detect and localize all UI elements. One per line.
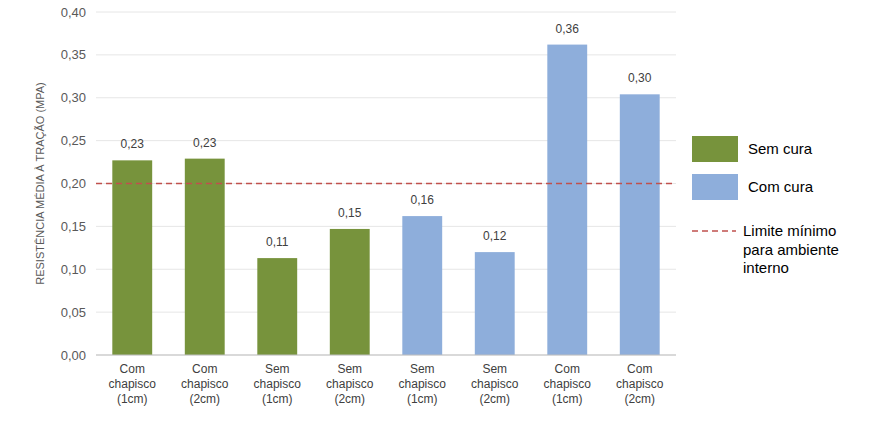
grid-line xyxy=(96,226,676,227)
legend-swatch xyxy=(692,230,736,232)
y-tick-label: 0,25 xyxy=(61,133,86,148)
y-tick-label: 0,40 xyxy=(61,5,86,20)
x-tick-line: Com xyxy=(627,362,652,376)
x-tick-line: chapisco xyxy=(254,377,302,391)
x-tick-line: (2cm) xyxy=(189,392,220,406)
y-tick-label: 0,05 xyxy=(61,305,86,320)
bar xyxy=(112,160,152,355)
data-label: 0,23 xyxy=(121,137,145,151)
x-tick-line: chapisco xyxy=(326,377,374,391)
bar xyxy=(475,252,515,355)
x-tick-line: (1cm) xyxy=(407,392,438,406)
y-axis-label: RESISTÊNCIA MÉDIA À TRAÇÃO (MPA) xyxy=(34,82,46,285)
x-tick-line: chapisco xyxy=(181,377,229,391)
x-tick-line: Sem xyxy=(337,362,362,376)
x-tick-line: (2cm) xyxy=(624,392,655,406)
legend-swatch xyxy=(692,136,738,162)
bars xyxy=(112,45,659,355)
reference-line xyxy=(96,183,676,185)
bar xyxy=(547,45,587,355)
grid-line xyxy=(96,269,676,270)
grid-line xyxy=(96,312,676,313)
bar xyxy=(402,216,442,355)
x-tick-label: Semchapisco(1cm) xyxy=(254,362,302,406)
bar xyxy=(185,159,225,355)
y-tick-label: 0,35 xyxy=(61,47,86,62)
legend-swatch xyxy=(692,174,738,200)
grid-line xyxy=(96,54,676,55)
data-label: 0,36 xyxy=(556,22,580,36)
y-tick-label: 0,10 xyxy=(61,262,86,277)
x-tick-label: Semchapisco(2cm) xyxy=(471,362,519,406)
legend-label: Limite mínimo para ambienteinterno xyxy=(743,222,839,276)
x-tick-label: Semchapisco(1cm) xyxy=(399,362,447,406)
x-tick-line: Com xyxy=(555,362,580,376)
y-tick-label: 0,15 xyxy=(61,219,86,234)
grid-line xyxy=(96,97,676,98)
x-tick-line: (1cm) xyxy=(262,392,293,406)
x-tick-line: chapisco xyxy=(109,377,157,391)
y-tick-label: 0,00 xyxy=(61,348,86,363)
bar xyxy=(257,258,297,355)
data-label: 0,15 xyxy=(338,206,362,220)
x-tick-label: Comchapisco(2cm) xyxy=(616,362,664,406)
x-tick-line: Com xyxy=(120,362,145,376)
x-tick-label: Comchapisco(2cm) xyxy=(181,362,229,406)
legend-label-line: para ambiente xyxy=(743,241,839,258)
x-tick-line: Sem xyxy=(482,362,507,376)
x-tick-line: Sem xyxy=(410,362,435,376)
data-label: 0,30 xyxy=(628,71,652,85)
y-tick-label: 0,20 xyxy=(61,176,86,191)
y-tick-label: 0,30 xyxy=(61,90,86,105)
data-label: 0,16 xyxy=(411,193,435,207)
data-label: 0,12 xyxy=(483,229,507,243)
grid-line xyxy=(96,355,676,356)
legend-label: Com cura xyxy=(748,178,814,195)
x-tick-line: chapisco xyxy=(399,377,447,391)
bar xyxy=(620,94,660,355)
data-label: 0,23 xyxy=(193,136,217,150)
x-axis xyxy=(96,355,676,356)
legend-label-line: interno xyxy=(743,259,789,276)
x-tick-line: chapisco xyxy=(616,377,664,391)
x-tick-line: chapisco xyxy=(544,377,592,391)
x-tick-line: Com xyxy=(192,362,217,376)
x-tick-line: chapisco xyxy=(471,377,519,391)
chart: 0,00 0,05 0,10 0,15 0,20 0,25 0,30 0,35 0,40 RESI… xyxy=(0,0,879,422)
x-tick-line: Sem xyxy=(265,362,290,376)
legend-label: Sem cura xyxy=(748,140,813,157)
x-tick-line: (1cm) xyxy=(117,392,148,406)
x-tick-line: (2cm) xyxy=(334,392,365,406)
x-tick-label: Comchapisco(1cm) xyxy=(544,362,592,406)
x-tick-label: Comchapisco(1cm) xyxy=(109,362,157,406)
grid-line xyxy=(96,183,676,184)
x-tick-label: Semchapisco(2cm) xyxy=(326,362,374,406)
grid-line xyxy=(96,140,676,141)
bar xyxy=(330,229,370,355)
data-label: 0,11 xyxy=(266,235,289,249)
grid-line xyxy=(96,12,676,13)
legend-label-line: Limite mínimo xyxy=(743,222,836,239)
x-tick-line: (1cm) xyxy=(552,392,583,406)
x-tick-line: (2cm) xyxy=(479,392,510,406)
